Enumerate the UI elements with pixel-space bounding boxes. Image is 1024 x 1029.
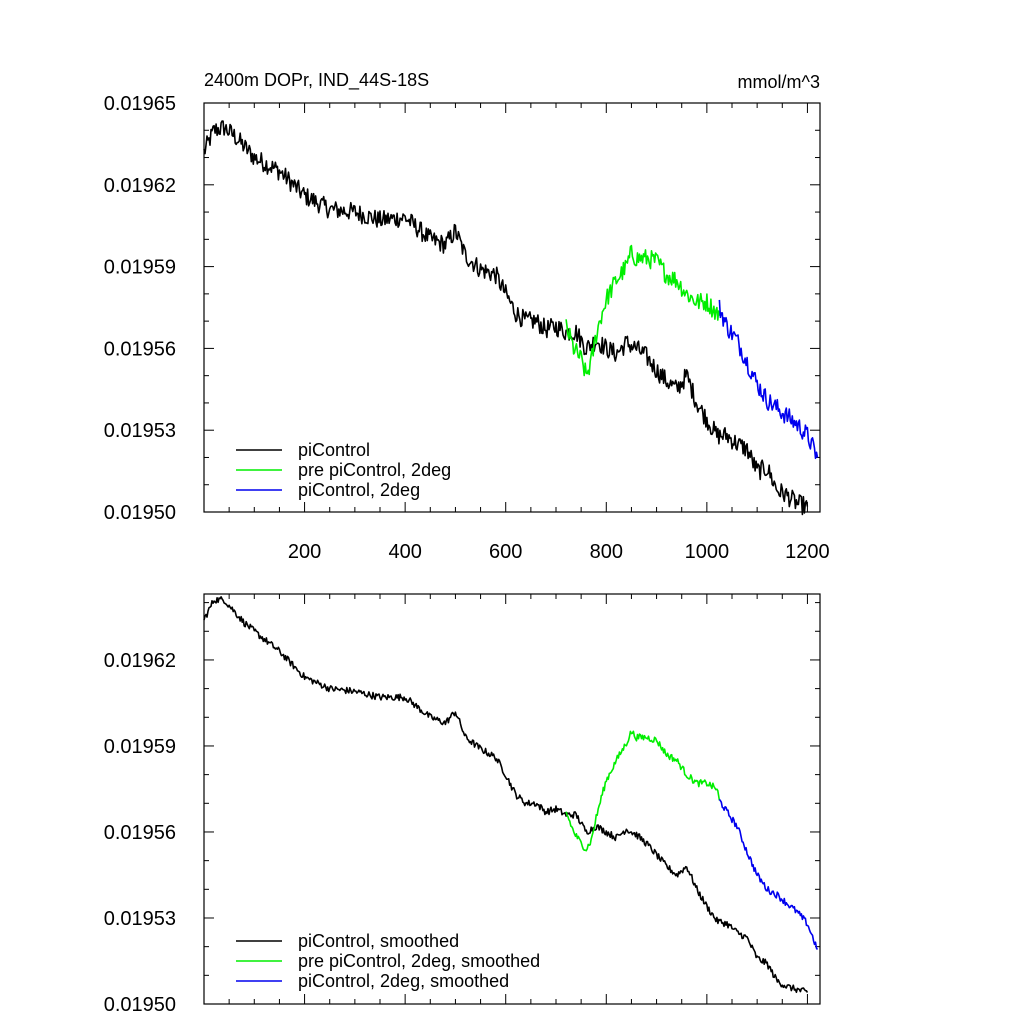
series-line-2	[718, 299, 819, 460]
legend-label: piControl, 2deg, smoothed	[298, 971, 509, 991]
series-line-0	[203, 120, 809, 516]
x-tick-label: 800	[590, 541, 623, 563]
chart-units: mmol/m^3	[738, 72, 820, 92]
series-line-2	[718, 798, 819, 950]
series-line-1	[565, 730, 721, 852]
x-tick-label: 400	[388, 541, 421, 563]
x-tick-label: 600	[489, 541, 522, 563]
legend-label: piControl, smoothed	[298, 931, 459, 951]
legend-label: piControl, 2deg	[298, 480, 420, 500]
y-tick-label: 0.01959	[104, 736, 176, 758]
x-tick-label: 200	[288, 541, 321, 563]
y-tick-label: 0.01962	[104, 650, 176, 672]
series-line-1	[565, 244, 721, 377]
bottom-panel: 0.01950 0.01953 0.01956 0.01959 0.01962 piCon…	[104, 593, 821, 1016]
y-tick-label: 0.01950	[104, 994, 176, 1016]
legend-label: pre piControl, 2deg	[298, 460, 451, 480]
y-tick-label: 0.01962	[104, 175, 176, 197]
plot-frame	[203, 102, 821, 513]
plot-frame	[203, 593, 821, 1005]
legend-label: piControl	[298, 440, 370, 460]
y-tick-label: 0.01956	[104, 338, 176, 360]
y-tick-label: 0.01953	[104, 908, 176, 930]
chart-title: 2400m DOPr, IND_44S-18S	[204, 70, 429, 91]
series-line-0	[203, 596, 809, 994]
x-tick-label: 1200	[785, 541, 830, 563]
y-tick-label: 0.01965	[104, 93, 176, 115]
y-tick-label: 0.01959	[104, 257, 176, 279]
legend-label: pre piControl, 2deg, smoothed	[298, 951, 540, 971]
y-tick-label: 0.01953	[104, 420, 176, 442]
top-panel: 200 400 600 800 1000 1200 0.01950 0.01953 0.0195…	[104, 93, 830, 563]
y-tick-label: 0.01950	[104, 502, 176, 524]
y-tick-label: 0.01956	[104, 822, 176, 844]
x-tick-label: 1000	[685, 541, 730, 563]
